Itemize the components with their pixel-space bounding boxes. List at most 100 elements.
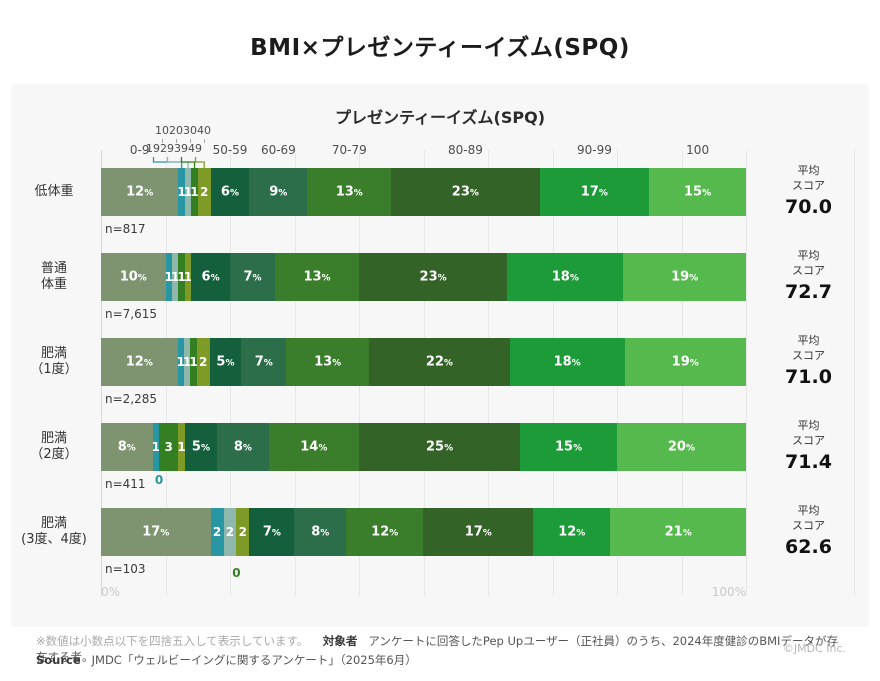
sample-size-label: n=817 (105, 222, 146, 236)
segment-value: 13% (303, 269, 331, 285)
bar-segment-50-59: 7% (249, 508, 295, 556)
average-score-value: 70.0 (785, 195, 832, 218)
bar-segment-60-69: 7% (229, 253, 276, 301)
x-axis-max-label: 100% (711, 585, 746, 599)
zero-value-label: 0 (232, 566, 241, 580)
bar-segment-90-99: 12% (533, 508, 611, 556)
segment-value: 1 (183, 355, 192, 369)
segment-value: 7% (262, 524, 281, 540)
bar-segment-0-9: 12% (101, 168, 179, 216)
segment-value: 1 (183, 185, 193, 199)
average-score-caption: 平均 スコア (792, 334, 825, 362)
segment-value: 2 (199, 185, 209, 199)
segment-value: 1 (183, 270, 193, 284)
segment-value: 6% (220, 184, 239, 200)
segment-value: 8% (117, 439, 136, 455)
bar-segment-30-39: 1 (189, 338, 198, 386)
rounding-note: ※数値は小数点以下を四捨五入して表示しています。 (36, 634, 309, 648)
average-score-caption: 平均 スコア (792, 164, 825, 192)
bar-segment-70-79: 13% (275, 253, 359, 301)
average-score-value: 72.7 (785, 280, 832, 303)
segment-value: 2 (238, 525, 248, 539)
segment-value: 1 (189, 355, 198, 369)
sample-size-label: n=7,615 (105, 307, 158, 321)
segment-value: 2 (225, 525, 235, 539)
band-header: 0-9 (129, 143, 150, 157)
band-header-top: 10 (155, 124, 169, 137)
page-title: BMI×プレゼンティーイズム(SPQ) (250, 35, 630, 61)
bar-segment-100: 20% (616, 423, 746, 471)
band-header: 80-89 (447, 143, 483, 157)
segment-value: 12% (125, 354, 153, 370)
average-score-block: 平均 スコア 71.0 (756, 334, 861, 388)
segment-value: 12% (126, 184, 154, 200)
band-header-bottom: 39 (174, 142, 188, 155)
segment-value: 7% (243, 269, 262, 285)
bar-segment-20-29: 1 (171, 253, 179, 301)
bar-segment-60-69: 7% (241, 338, 287, 386)
bar-segment-10-19: 2 (210, 508, 224, 556)
bar-segment-80-89: 23% (391, 168, 540, 216)
segment-value: 15% (555, 439, 583, 455)
bar-segment-40-49: 2 (197, 168, 211, 216)
source-line: Source JMDC「ウェルビーイングに関するアンケート」（2025年6月） (36, 652, 417, 668)
segment-value: 1 (151, 440, 160, 454)
segment-value: 2 (212, 525, 222, 539)
chart-title: プレゼンティーイズム(SPQ) (334, 108, 546, 127)
bar-segment-90-99: 18% (507, 253, 624, 301)
segment-value: 12% (558, 524, 586, 540)
band-header-bottom: 29 (160, 142, 174, 155)
segment-value: 1 (177, 270, 186, 284)
bar-segment-40-49: 2 (236, 508, 250, 556)
bar-segment-50-59: 5% (209, 338, 242, 386)
segment-value: 3 (164, 440, 173, 454)
bar-segment-70-79: 14% (268, 423, 359, 471)
bar-segment-10-19: 1 (177, 338, 185, 386)
copyright: ©JMDC Inc. (782, 642, 846, 655)
band-header-tick (176, 139, 177, 143)
bar-segment-60-69: 8% (217, 423, 269, 471)
segment-value: 5% (216, 354, 235, 370)
x-axis-min-label: 0% (101, 585, 121, 599)
segment-value: 25% (426, 439, 454, 455)
bar-segment-10-19: 1 (164, 253, 173, 301)
footnote-line: ※数値は小数点以下を四捨五入して表示しています。 対象者 アンケートに回答したP… (36, 633, 846, 665)
average-score-block: 平均 スコア 62.6 (756, 504, 861, 558)
band-header-bottom: 49 (188, 142, 202, 155)
segment-value: 5% (191, 439, 210, 455)
average-score-value: 62.6 (785, 535, 832, 558)
bar-segment-0-9: 8% (101, 423, 153, 471)
row-label: 低体重 (34, 183, 74, 199)
bar-segment-40-49: 2 (196, 338, 210, 386)
segment-value: 13% (314, 354, 342, 370)
bar-segment-50-59: 6% (210, 168, 250, 216)
bar-segment-40-49: 1 (183, 253, 193, 301)
subject-text: アンケートに回答したPep Upユーザー（正社員）のうち、2024年度健診のBM… (36, 634, 838, 664)
segment-value: 13% (335, 184, 363, 200)
row-label: 普通 体重 (40, 260, 67, 292)
segment-value: 1 (190, 185, 199, 199)
stacked-bar: 17% 2 2 2 7% 8% 12% 17% 12% 21% (101, 508, 746, 556)
band-header-connectors (152, 157, 205, 168)
band-header-top: 40 (197, 124, 211, 137)
segment-value: 2 (198, 355, 208, 369)
segment-value: 7% (254, 354, 273, 370)
bar-segment-70-79: 13% (307, 168, 392, 216)
band-header: 50-59 (212, 143, 248, 157)
band-header-tick (190, 139, 191, 143)
segment-value: 1 (177, 185, 186, 199)
bar-segment-60-69: 9% (249, 168, 308, 216)
segment-value: 1 (164, 270, 173, 284)
average-score-caption: 平均 スコア (792, 249, 825, 277)
subject-label: 対象者 (322, 634, 358, 648)
sample-size-label: n=411 (105, 477, 146, 491)
source-label: Source (36, 653, 81, 667)
band-header-tick (162, 139, 163, 143)
segment-value: 17% (464, 524, 492, 540)
segment-value: 8% (233, 439, 252, 455)
average-score-caption: 平均 スコア (792, 419, 825, 447)
bar-segment-80-89: 23% (358, 253, 508, 301)
bar-segment-100: 19% (624, 338, 746, 386)
bar-segment-90-99: 18% (509, 338, 625, 386)
segment-value: 18% (553, 354, 581, 370)
